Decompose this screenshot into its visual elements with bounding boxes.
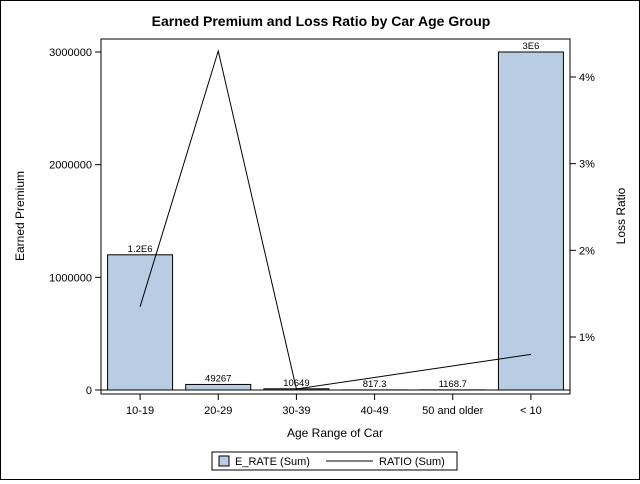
- y-tick-label: 0: [86, 385, 92, 397]
- x-axis-label: Age Range of Car: [287, 426, 383, 440]
- y2-tick-label: 2%: [579, 245, 595, 257]
- legend: E_RATE (Sum) RATIO (Sum): [212, 452, 457, 470]
- x-axis: 10-19 20-29 30-39 40-49 50 and older < 10: [126, 394, 542, 417]
- x-tick-label: 20-29: [204, 405, 232, 417]
- x-tick-label: 10-19: [126, 405, 154, 417]
- legend-line-label: RATIO (Sum): [379, 456, 445, 468]
- x-tick-label: < 10: [520, 405, 542, 417]
- bar-data-label: 3E6: [522, 41, 539, 52]
- y-tick-label: 3000000: [49, 47, 92, 59]
- legend-bar-swatch: [219, 456, 229, 466]
- bar: [108, 255, 173, 390]
- x-tick-label: 40-49: [361, 405, 389, 417]
- chart-title: Earned Premium and Loss Ratio by Car Age…: [152, 13, 491, 29]
- y2-tick-label: 4%: [579, 72, 595, 84]
- line-series: [140, 51, 531, 389]
- y2-axis-label: Loss Ratio: [614, 187, 628, 244]
- legend-bar-label: E_RATE (Sum): [235, 456, 310, 468]
- bar-data-label: 1168.7: [439, 379, 467, 390]
- y-tick-label: 1000000: [49, 272, 92, 284]
- bar: [498, 52, 563, 390]
- bar-data-label: 49267: [205, 373, 231, 384]
- x-tick-label: 30-39: [282, 405, 310, 417]
- y2-tick-label: 1%: [579, 332, 595, 344]
- bar-data-label: 817.3: [363, 379, 387, 390]
- right-axis: 1% 2% 3% 4%: [570, 72, 595, 344]
- ratio-line: [140, 51, 531, 389]
- left-axis: 0 1000000 2000000 3000000: [49, 47, 101, 397]
- y-axis-label: Earned Premium: [13, 171, 27, 261]
- bar-data-label: 1.2E6: [128, 244, 153, 255]
- y2-tick-label: 3%: [579, 159, 595, 171]
- bar: [186, 384, 251, 390]
- y-tick-label: 2000000: [49, 160, 92, 172]
- x-tick-label: 50 and older: [422, 405, 483, 417]
